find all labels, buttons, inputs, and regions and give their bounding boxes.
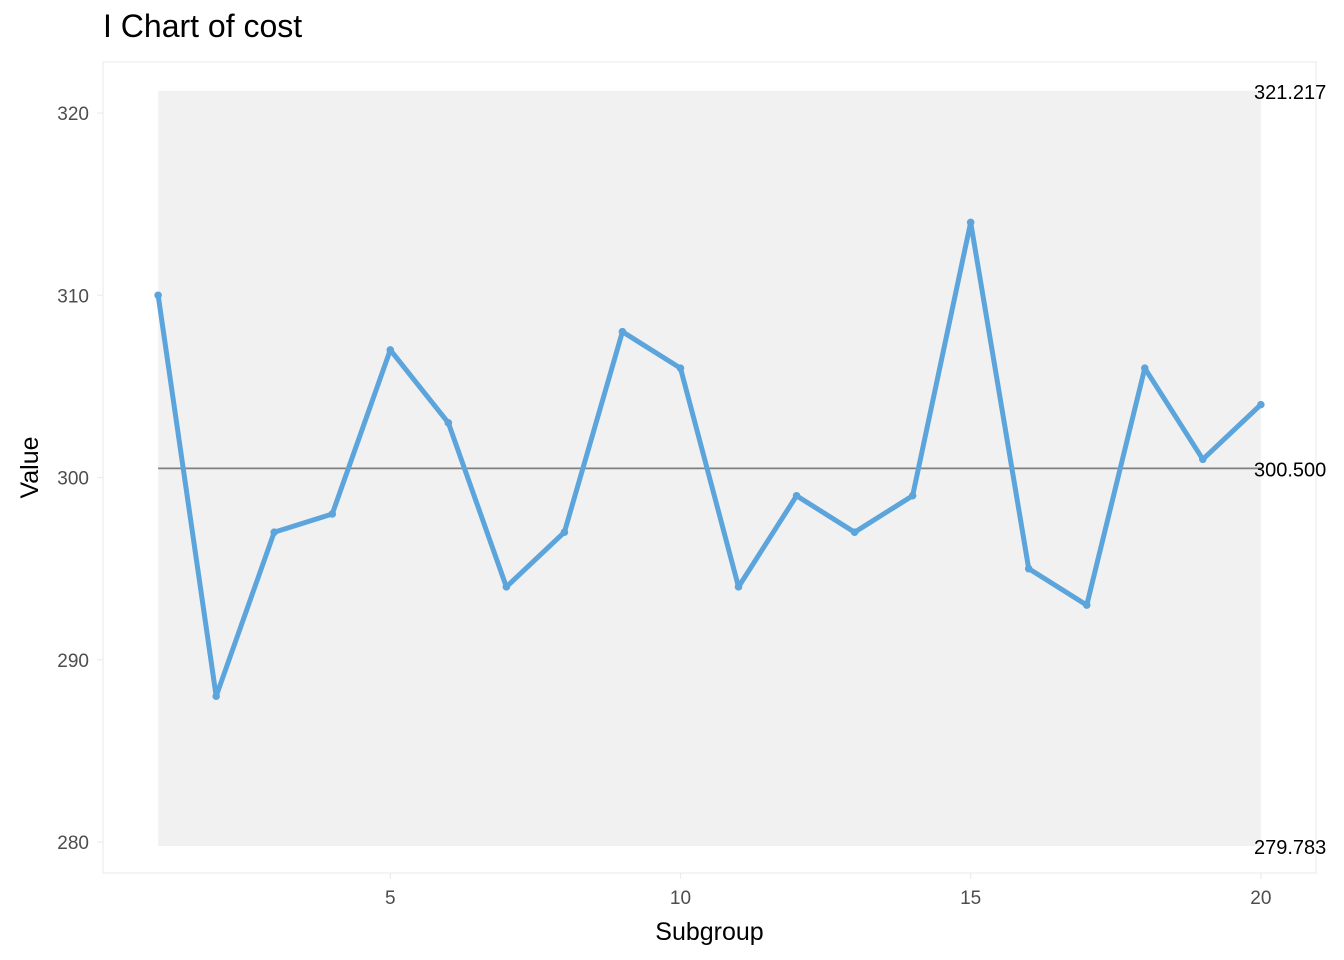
data-point [734, 583, 743, 591]
x-tick-label: 20 [1250, 888, 1271, 909]
data-point [444, 419, 453, 427]
ucl-label: 321.217 [1254, 82, 1326, 104]
data-point [328, 510, 337, 518]
data-point [1257, 400, 1265, 409]
axes: 5 10 15 20 280 290 300 310 320 [57, 104, 1271, 909]
data-point [560, 528, 569, 536]
data-point [850, 528, 859, 536]
data-point [676, 364, 685, 372]
y-axis-title: Value [16, 436, 44, 498]
y-tick-label: 280 [57, 833, 89, 854]
data-point [618, 327, 627, 336]
data-point [1082, 601, 1091, 609]
series-line [155, 219, 1264, 699]
x-axis-title: Subgroup [655, 918, 763, 946]
chart-title: I Chart of cost [103, 8, 303, 44]
data-point [966, 218, 975, 227]
data-point [154, 291, 162, 300]
x-tick-label: 5 [385, 888, 396, 909]
data-point [1024, 564, 1033, 573]
x-tick-label: 15 [960, 888, 981, 909]
y-tick-label: 320 [57, 104, 89, 125]
data-point [212, 692, 220, 701]
data-point [386, 346, 395, 354]
data-point [1199, 455, 1207, 464]
data-point [502, 583, 511, 591]
data-point [1140, 364, 1149, 372]
data-point [908, 491, 917, 500]
y-tick-label: 300 [57, 469, 89, 490]
y-tick-label: 310 [57, 286, 89, 307]
data-point [792, 491, 801, 500]
limit-labels: 321.217 300.500 279.783 [1254, 82, 1326, 859]
y-tick-label: 290 [57, 651, 89, 672]
lcl-label: 279.783 [1254, 837, 1326, 859]
series-group [154, 218, 1265, 701]
x-tick-label: 10 [670, 888, 691, 909]
data-point [270, 528, 279, 536]
center-line-label: 300.500 [1254, 459, 1326, 481]
